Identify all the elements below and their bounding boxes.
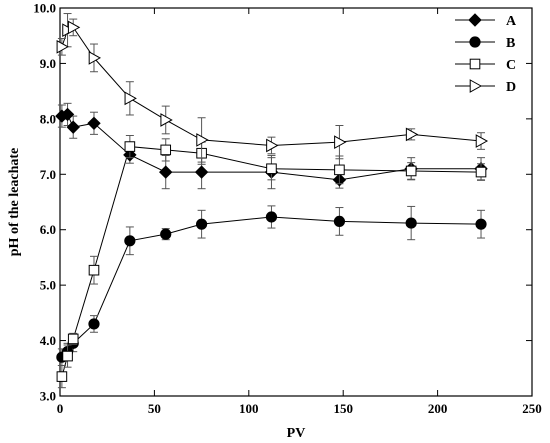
data-point-C [124,141,136,152]
y-tick-label: 5.0 [40,278,56,293]
legend-label: A [506,14,517,29]
data-point-D [405,127,419,142]
legend-item-C: C [455,58,516,73]
series-D [56,13,489,163]
data-point-D [266,138,279,153]
data-point-C [405,165,417,177]
legend-marker [469,79,483,93]
data-point-B [88,318,100,330]
legend-label: B [506,36,515,51]
y-axis-label: pH of the leachate [7,148,22,256]
axis-ticks: 0 50 100 150 200 250 3.0 4.0 5.0 6.0 7.0 8.0 9.0 10.0 [33,1,542,417]
data-point-A [60,107,75,122]
data-point-D [196,133,209,147]
data-point-D [475,134,489,148]
y-tick-label: 8.0 [40,111,56,126]
data-point-A [194,165,209,179]
legend-marker [468,13,482,27]
data-point-C [475,166,487,178]
data-point-D [88,51,102,65]
legend-marker [469,36,481,48]
data-point-D [160,113,173,127]
y-tick-label: 7.0 [40,167,56,182]
legend-item-B: B [455,36,515,51]
data-point-A [159,165,173,179]
data-point-C [88,264,100,276]
data-point-B [475,218,487,230]
data-point-C [334,164,345,176]
series-line-D [61,26,482,146]
data-point-C [160,144,172,156]
data-point-B [333,215,346,227]
legend-marker [469,58,481,70]
plot-frame [59,7,533,397]
data-point-C [56,371,68,382]
data-point-C [62,350,73,362]
y-tick-label: 6.0 [40,222,56,237]
data-point-D [67,20,81,35]
data-point-B [160,228,172,240]
data-point-C [67,333,79,345]
y-tick-label: 10.0 [33,1,56,16]
data-point-B [196,218,208,230]
y-tick-label: 4.0 [40,333,56,348]
data-point-B [405,217,417,229]
x-tick-label: 150 [333,401,353,416]
series-line-B [61,216,482,358]
data-point-D [334,135,347,149]
legend-label: C [506,58,516,73]
data-point-B [124,235,136,247]
data-point-A [66,120,80,134]
data-point-A [87,116,101,130]
legend-item-D: D [455,79,516,95]
data-point-B [265,211,278,223]
y-tick-label: 3.0 [40,389,56,404]
x-tick-label: 250 [522,401,542,416]
y-tick-label: 9.0 [40,56,56,71]
data-point-C [266,163,277,175]
x-axis-label: PV [287,426,306,441]
x-tick-label: 200 [428,401,448,416]
series-B [56,205,487,367]
data-point-D [124,91,137,106]
legend-label: D [506,80,516,95]
series-layer [55,13,489,389]
x-tick-label: 50 [148,401,161,416]
data-point-D [56,39,69,54]
x-tick-label: 0 [57,401,64,416]
legend-item-A: A [455,13,517,29]
x-tick-label: 100 [239,401,259,416]
